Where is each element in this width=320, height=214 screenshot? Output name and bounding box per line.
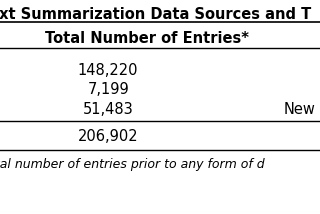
Text: 148,220: 148,220 [78, 63, 139, 78]
Text: *otal number of entries prior to any form of d: *otal number of entries prior to any for… [0, 158, 265, 171]
Text: New: New [284, 102, 316, 117]
Text: Total Number of Entries*: Total Number of Entries* [45, 31, 249, 46]
Text: 51,483: 51,483 [83, 102, 133, 117]
Text: 206,902: 206,902 [78, 129, 139, 144]
Text: Text Summarization Data Sources and T: Text Summarization Data Sources and T [0, 7, 312, 22]
Text: 7,199: 7,199 [87, 82, 129, 97]
